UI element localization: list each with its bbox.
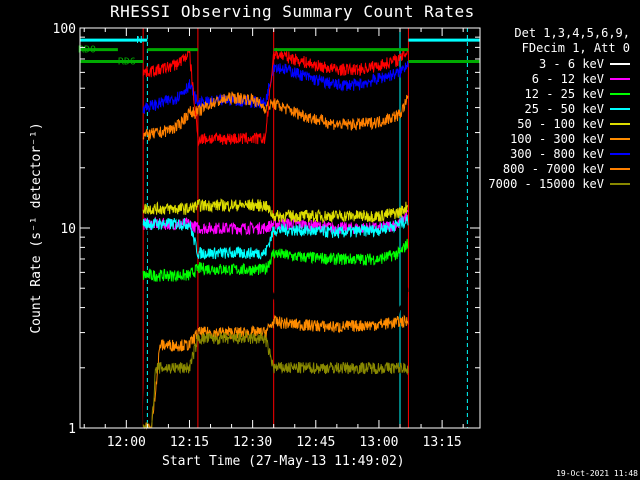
x-tick-label-1: 12:15: [170, 435, 209, 450]
legend-swatch: [610, 62, 630, 65]
series-line-3: [142, 214, 409, 260]
legend-swatch: [610, 182, 630, 185]
legend-swatch: [610, 77, 630, 80]
legend-item: 300 - 800 keV: [510, 146, 630, 161]
legend-header-detectors: Det 1,3,4,5,6,9,: [514, 26, 630, 40]
legend-item: 12 - 25 keV: [525, 86, 630, 101]
legend-label: 800 - 7000 keV: [502, 161, 604, 176]
legend-label: 6 - 12 keV: [531, 71, 604, 86]
legend-swatch: [610, 167, 630, 170]
series-line-0: [142, 209, 409, 429]
series-line-2: [142, 238, 409, 282]
x-tick-label-3: 12:45: [296, 435, 335, 450]
legend-item: 3 - 6 keV: [539, 56, 630, 71]
series-line-7: [142, 91, 409, 141]
series-line-4: [142, 198, 409, 224]
state-bar-label-1: RD0: [78, 45, 96, 56]
legend-label: 3 - 6 keV: [538, 56, 604, 71]
legend-swatch: [610, 137, 630, 140]
x-tick-label-0: 12:00: [107, 435, 146, 450]
legend-label: 100 - 300 keV: [510, 131, 604, 146]
state-bar-label-2: RD6: [118, 56, 136, 67]
series-line-9: [142, 47, 409, 147]
legend-swatch: [610, 107, 630, 110]
series-line-6: [142, 61, 409, 115]
y-axis-label: Count Rate (s⁻¹ detector⁻¹): [29, 122, 44, 333]
legend-label: 25 - 50 keV: [524, 101, 604, 116]
legend-item: 100 - 300 keV: [510, 131, 630, 146]
legend-item: 25 - 50 keV: [525, 101, 630, 116]
x-axis-label: Start Time (27-May-13 11:49:02): [162, 454, 405, 469]
x-tick-label-2: 12:30: [233, 435, 272, 450]
series-line-5: [143, 314, 409, 430]
legend-header-decimation: FDecim 1, Att 0: [521, 41, 630, 55]
legend-label: 12 - 25 keV: [524, 86, 604, 101]
legend-label: 300 - 800 keV: [510, 146, 604, 161]
legend-item: 7000 - 15000 keV: [488, 176, 630, 191]
legend-item: 50 - 100 keV: [517, 116, 630, 131]
legend-swatch: [610, 92, 630, 95]
legend-item: 800 - 7000 keV: [503, 161, 630, 176]
state-bar-label-0: N: [136, 35, 142, 46]
y-tick-label-1: 10: [60, 222, 76, 237]
legend-swatch: [610, 122, 630, 125]
chart-title: RHESSI Observing Summary Count Rates: [110, 2, 475, 21]
legend-item: 6 - 12 keV: [532, 71, 630, 86]
timestamp: 19-Oct-2021 11:48: [556, 469, 638, 478]
series-line-8: [142, 331, 409, 429]
legend-swatch: [610, 152, 630, 155]
x-tick-label-4: 13:00: [359, 435, 398, 450]
legend-label: 7000 - 15000 keV: [488, 176, 604, 191]
y-tick-label-2: 100: [53, 22, 76, 37]
x-tick-label-5: 13:15: [423, 435, 462, 450]
y-tick-label-0: 1: [68, 422, 76, 437]
legend-label: 50 - 100 keV: [517, 116, 604, 131]
